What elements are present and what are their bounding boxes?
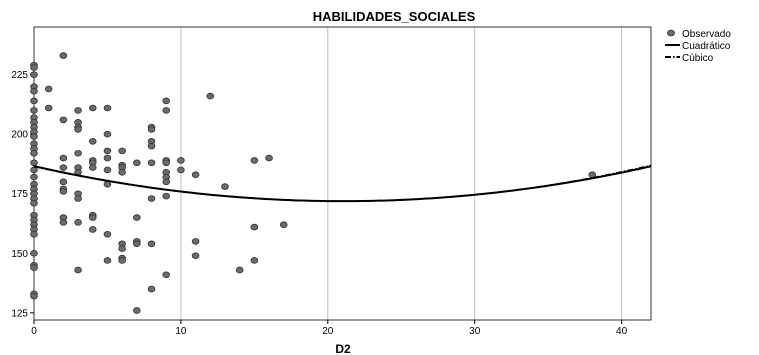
legend-label-cuadratico: Cuadrático [682,41,731,52]
data-point [118,257,126,264]
data-point [74,149,82,157]
y-tick-label: 125 [11,308,28,319]
data-point [103,147,112,155]
data-point [30,173,38,181]
data-point [44,104,53,112]
data-point [88,104,97,112]
legend-marker-observado [667,29,676,37]
data-point [133,307,141,314]
data-point [177,157,185,164]
x-tick-label: 0 [31,326,37,337]
data-point [162,271,171,279]
data-point [133,214,141,221]
data-point [74,195,82,202]
data-point [177,166,185,174]
x-axis-label: D2 [335,342,351,355]
data-point [279,221,288,229]
data-point [30,133,38,140]
chart-title: HABILIDADES_SOCIALES [313,9,476,24]
data-point [147,195,156,202]
x-ticks: 0 10 20 30 40 [31,320,628,337]
data-point [59,52,68,59]
data-point [103,104,112,112]
data-point [30,97,38,105]
data-point [162,107,171,114]
data-point [59,154,68,162]
data-point [59,188,68,195]
data-point [162,178,171,186]
data-point [30,88,38,95]
data-point [30,159,38,167]
data-point [30,264,38,271]
cubic-fit-line [33,164,652,202]
data-point [103,230,112,238]
data-point [103,166,112,174]
y-tick-label: 200 [11,130,28,141]
data-point [88,164,97,171]
data-point [59,219,68,226]
data-point [162,97,171,105]
data-point [103,130,112,138]
x-tick-label: 20 [322,326,334,337]
data-point [147,159,156,167]
data-point [30,149,38,157]
data-point [88,138,97,145]
y-tick-label: 175 [11,189,28,200]
data-point [30,292,38,300]
y-tick-label: 150 [11,249,28,260]
data-point [162,192,171,200]
data-point [235,266,244,274]
legend: Observado Cuadrático Cúbico [665,29,731,64]
data-point [191,252,200,259]
data-point [59,178,68,186]
data-point [30,250,38,257]
data-point [147,142,156,150]
plot-frame [33,26,652,321]
data-point [118,147,126,155]
data-point [118,245,126,252]
data-point [59,116,68,124]
data-point [250,257,259,264]
y-tick-label: 225 [11,70,28,81]
x-tick-label: 30 [469,326,481,337]
data-point [30,71,38,78]
data-point [118,169,126,176]
grid [180,27,623,320]
data-point [74,126,82,133]
data-point [74,266,82,274]
data-point [74,107,82,114]
data-point [103,154,112,162]
data-point [250,223,259,231]
legend-label-cubico: Cúbico [682,53,714,64]
data-point [74,219,82,226]
data-point [250,157,259,164]
data-point [147,285,156,293]
fit-curves [33,164,652,203]
data-point [88,226,97,233]
data-point [206,92,215,100]
data-point [147,240,156,248]
data-point [147,126,156,133]
data-point [88,214,97,221]
data-point [133,240,141,248]
data-point [44,85,53,93]
data-point [265,154,273,162]
data-point [59,164,68,171]
x-tick-label: 10 [175,326,187,337]
scatter-points [30,52,597,314]
data-point [133,159,141,167]
data-point [191,171,200,178]
legend-label-observado: Observado [682,29,731,40]
data-point [30,199,38,207]
data-point [30,230,38,238]
x-tick-label: 40 [616,326,628,337]
data-point [30,64,38,71]
data-point [191,238,200,245]
data-point [30,107,38,114]
data-point [221,183,229,190]
data-point [103,257,112,264]
data-point [162,159,171,167]
axes [33,26,652,321]
